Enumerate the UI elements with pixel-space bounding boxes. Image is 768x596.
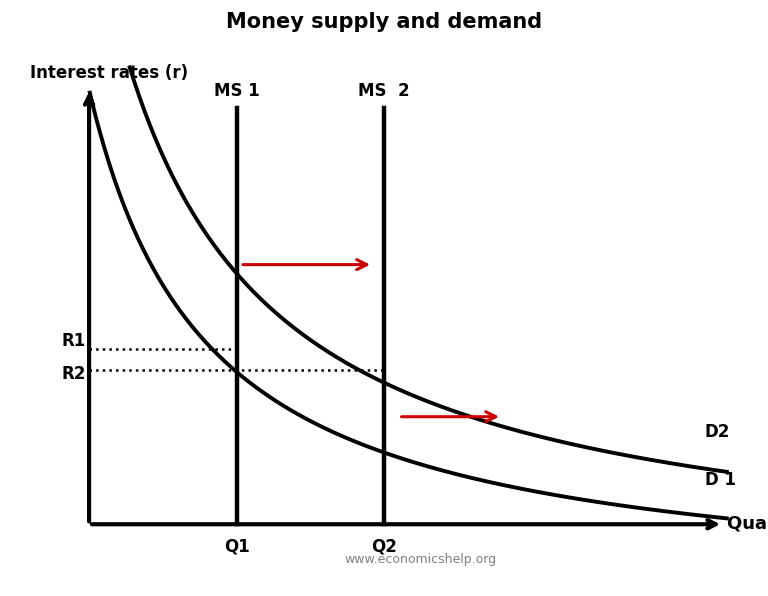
Text: MS 1: MS 1 <box>214 82 260 100</box>
Text: D2: D2 <box>705 423 730 442</box>
Text: Interest rates (r): Interest rates (r) <box>30 64 188 82</box>
Title: Money supply and demand: Money supply and demand <box>226 12 542 32</box>
Text: MS  2: MS 2 <box>358 82 410 100</box>
Text: R2: R2 <box>61 365 85 383</box>
Text: Q1: Q1 <box>223 538 250 555</box>
Text: R1: R1 <box>61 331 85 350</box>
Text: D 1: D 1 <box>705 471 736 489</box>
Text: Q2: Q2 <box>371 538 397 555</box>
Text: www.economicshelp.org: www.economicshelp.org <box>345 553 497 566</box>
Text: Quantity of money: Quantity of money <box>727 515 768 533</box>
